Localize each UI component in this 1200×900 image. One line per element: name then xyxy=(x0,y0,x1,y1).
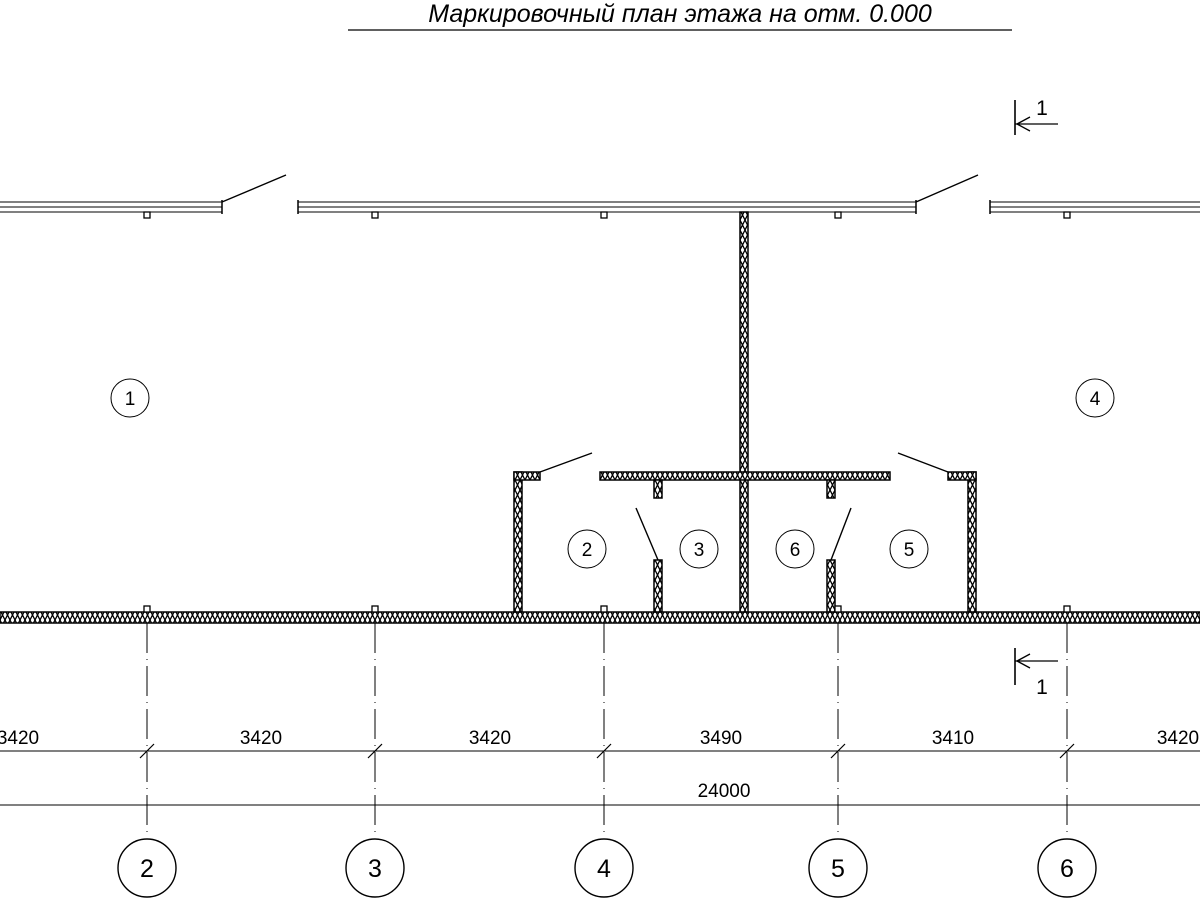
room-number-circle xyxy=(110,378,150,418)
axis-label: 2 xyxy=(140,855,154,883)
column-marker xyxy=(371,605,379,613)
room-number-circle xyxy=(889,529,929,569)
room-number: 1 xyxy=(125,389,136,410)
hatched-wall xyxy=(513,471,523,613)
column-marker xyxy=(834,605,842,613)
hatched-wall xyxy=(826,559,836,613)
dimension-value: 3410 xyxy=(932,728,974,749)
door-swing xyxy=(221,174,287,203)
room-number: 2 xyxy=(582,540,593,561)
axis-bubble xyxy=(808,838,868,898)
hatched-wall xyxy=(967,471,977,613)
axis-label: 6 xyxy=(1060,855,1074,883)
room-number: 3 xyxy=(694,540,705,561)
hatched-wall xyxy=(513,471,541,481)
walls xyxy=(0,174,1200,624)
hatched-wall xyxy=(0,611,1200,624)
room-number: 6 xyxy=(790,540,801,561)
axis-label: 4 xyxy=(597,855,611,883)
dimension-value: 3490 xyxy=(700,728,742,749)
axis-label: 5 xyxy=(831,855,845,883)
column-marker xyxy=(143,605,151,613)
dimension-value: 3420 xyxy=(0,728,39,749)
section-arrow-head xyxy=(1015,116,1031,132)
hatched-wall xyxy=(947,471,977,481)
door-swing xyxy=(635,507,659,561)
hatched-wall xyxy=(653,559,663,613)
column-marker xyxy=(1063,211,1071,219)
column-marker xyxy=(600,605,608,613)
annotations: 1 4 2 3 6 5 2 3 4 5 6 3420 3420 3420 3490 3410 3420 24000… xyxy=(0,97,1200,898)
room-number-circle xyxy=(679,529,719,569)
dimension-value: 3420 xyxy=(1157,728,1199,749)
dimension-value: 3420 xyxy=(469,728,511,749)
section-label: 1 xyxy=(1036,676,1048,699)
column-marker xyxy=(600,211,608,219)
room-number: 5 xyxy=(904,540,915,561)
section-label: 1 xyxy=(1036,97,1048,120)
door-swing xyxy=(539,452,593,473)
axis-bubble xyxy=(1037,838,1097,898)
dimension-value: 3420 xyxy=(240,728,282,749)
room-number: 4 xyxy=(1090,389,1101,410)
column-marker xyxy=(371,211,379,219)
room-number-circle xyxy=(567,529,607,569)
door-swing xyxy=(830,507,852,561)
door-swing xyxy=(915,174,979,203)
room-number-circle xyxy=(1075,378,1115,418)
axis-bubble xyxy=(117,838,177,898)
door-swing xyxy=(897,452,949,473)
axis-bubble xyxy=(574,838,634,898)
hatched-wall xyxy=(826,479,836,499)
hatched-wall xyxy=(739,211,749,613)
overall-dimension-value: 24000 xyxy=(698,781,751,802)
section-arrow-head xyxy=(1015,653,1031,669)
drawing-title: Маркировочный план этажа на отм. 0.000 xyxy=(428,0,932,28)
axis-bubble xyxy=(345,838,405,898)
hatched-wall xyxy=(653,479,663,499)
axis-label: 3 xyxy=(368,855,382,883)
hatched-wall xyxy=(599,471,891,481)
column-marker xyxy=(1063,605,1071,613)
room-number-circle xyxy=(775,529,815,569)
column-marker xyxy=(143,211,151,219)
column-marker xyxy=(834,211,842,219)
